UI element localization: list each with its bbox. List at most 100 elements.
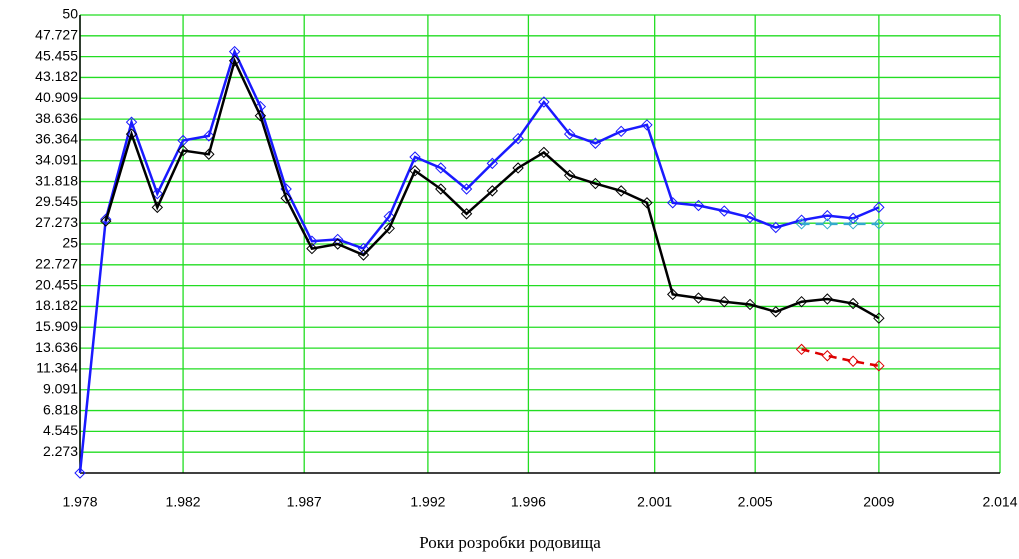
marker xyxy=(331,238,344,250)
marker xyxy=(409,165,421,177)
marker xyxy=(563,128,576,140)
y-tick-label: 40.909 xyxy=(35,89,78,105)
y-tick-label: 45.455 xyxy=(35,47,78,63)
x-tick-label: 1.982 xyxy=(166,494,201,510)
x-axis-label: Роки розробки родовища xyxy=(419,533,601,552)
marker xyxy=(847,212,859,225)
x-tick-label: 1.992 xyxy=(410,494,445,510)
x-tick-label: 2.001 xyxy=(637,494,672,510)
y-tick-label: 4.545 xyxy=(43,422,78,438)
marker xyxy=(357,249,370,261)
marker xyxy=(667,197,679,209)
marker xyxy=(228,55,241,67)
x-tick-label: 1.978 xyxy=(62,494,97,510)
x-tick-label: 2.005 xyxy=(738,494,773,510)
marker xyxy=(435,183,447,195)
y-tick-label: 34.091 xyxy=(35,151,78,167)
marker xyxy=(512,132,524,145)
marker xyxy=(460,183,473,195)
marker xyxy=(795,218,808,230)
y-tick-label: 22.727 xyxy=(35,256,78,272)
marker xyxy=(589,177,602,190)
y-tick-label: 2.273 xyxy=(43,443,78,459)
marker xyxy=(795,343,808,356)
y-tick-label: 20.455 xyxy=(35,276,78,292)
marker xyxy=(744,298,756,311)
marker xyxy=(74,467,86,479)
y-tick-label: 6.818 xyxy=(43,401,78,417)
marker xyxy=(383,210,395,223)
y-tick-label: 18.182 xyxy=(35,297,78,313)
marker xyxy=(718,205,730,217)
y-tick-label: 13.636 xyxy=(35,339,78,355)
marker xyxy=(306,242,318,255)
marker xyxy=(589,137,602,149)
marker xyxy=(563,169,576,182)
y-tick-label: 36.364 xyxy=(35,131,78,147)
x-tick-label: 2009 xyxy=(863,494,894,510)
marker xyxy=(486,185,499,197)
marker xyxy=(512,162,524,174)
marker xyxy=(821,209,834,222)
marker xyxy=(254,110,267,122)
series-line xyxy=(78,48,880,474)
y-tick-label: 29.545 xyxy=(35,193,78,209)
y-tick-label: 25 xyxy=(62,235,78,251)
marker xyxy=(641,119,653,131)
y-tick-label: 50 xyxy=(62,6,78,22)
marker xyxy=(873,360,885,372)
marker xyxy=(228,45,241,58)
marker xyxy=(770,306,782,318)
marker xyxy=(203,148,215,160)
marker xyxy=(383,222,395,235)
marker xyxy=(615,185,627,197)
y-tick-label: 11.364 xyxy=(36,360,78,376)
marker xyxy=(795,214,808,226)
series-line xyxy=(104,57,880,320)
marker xyxy=(435,162,447,174)
marker xyxy=(821,218,834,230)
marker xyxy=(847,355,859,367)
marker xyxy=(125,116,138,128)
marker xyxy=(151,187,164,200)
marker xyxy=(770,221,782,234)
marker xyxy=(692,292,705,304)
marker xyxy=(821,293,834,305)
y-tick-label: 15.909 xyxy=(35,318,78,334)
marker xyxy=(873,312,885,324)
marker xyxy=(486,157,499,170)
marker xyxy=(100,215,112,227)
series-line xyxy=(801,348,880,368)
marker xyxy=(280,192,292,204)
marker xyxy=(460,208,473,220)
marker xyxy=(692,199,705,212)
marker xyxy=(873,201,885,214)
y-tick-label: 9.091 xyxy=(43,380,78,396)
y-tick-label: 47.727 xyxy=(35,27,78,43)
marker xyxy=(177,144,189,157)
marker xyxy=(847,297,859,310)
marker xyxy=(151,201,164,214)
marker xyxy=(641,197,653,209)
marker xyxy=(203,130,215,142)
marker xyxy=(873,218,885,230)
marker xyxy=(667,288,679,301)
y-tick-label: 43.182 xyxy=(35,68,78,84)
marker xyxy=(615,125,627,138)
y-tick-label: 27.273 xyxy=(35,214,78,230)
marker xyxy=(409,151,421,163)
marker xyxy=(538,96,550,108)
x-tick-label: 2.014 xyxy=(982,494,1017,510)
marker xyxy=(795,296,808,308)
marker xyxy=(538,146,550,159)
y-tick-label: 31.818 xyxy=(35,172,78,188)
marker xyxy=(100,213,112,225)
marker xyxy=(125,128,138,140)
marker xyxy=(847,218,859,230)
y-tick-label: 38.636 xyxy=(35,110,78,126)
x-tick-label: 1.987 xyxy=(287,494,322,510)
marker xyxy=(821,350,834,362)
marker xyxy=(718,296,730,308)
